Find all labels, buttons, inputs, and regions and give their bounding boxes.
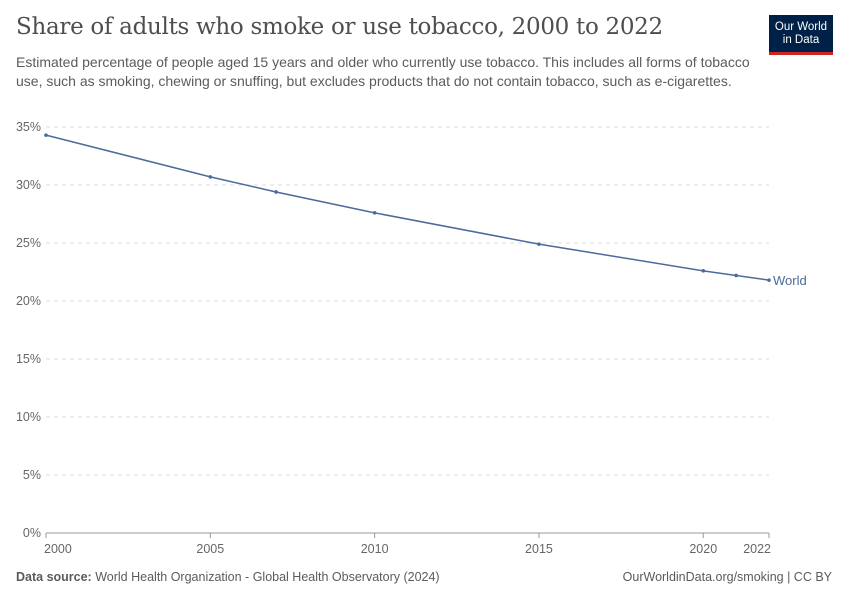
y-tick-label: 30% [16,178,41,192]
source-text[interactable]: World Health Organization - Global Healt… [95,570,440,584]
x-tick-label: 2015 [525,542,553,556]
x-tick-label: 2020 [689,542,717,556]
source-label: Data source: [16,570,92,584]
data-point [44,133,48,137]
chart-title: Share of adults who smoke or use tobacco… [16,14,663,40]
series-line-world [45,134,770,281]
data-point [208,175,213,179]
data-source: Data source: World Health Organization -… [16,570,440,584]
x-tick-label: 2000 [44,542,72,556]
y-tick-label: 10% [16,410,41,424]
data-point [734,273,738,278]
data-point [767,278,771,282]
logo-line-1: Our World [774,20,828,33]
data-point [701,269,706,273]
x-tick-label: 2005 [196,542,224,556]
data-point [372,211,377,215]
y-tick-label: 5% [23,468,41,482]
x-tick-label: 2010 [361,542,389,556]
series-label: World [773,273,807,288]
owid-logo[interactable]: Our World in Data [769,15,833,55]
data-point [274,190,278,194]
data-point [537,242,541,246]
logo-line-2: in Data [782,33,820,46]
y-tick-label: 20% [16,294,41,308]
y-tick-label: 25% [16,236,41,250]
y-tick-label: 35% [16,120,41,134]
footer-link[interactable]: OurWorldinData.org/smoking | CC BY [622,570,832,584]
chart-subtitle: Estimated percentage of people aged 15 y… [16,54,750,89]
y-tick-label: 0% [23,526,41,540]
y-tick-label: 15% [16,352,41,366]
x-tick-label: 2022 [743,542,771,556]
